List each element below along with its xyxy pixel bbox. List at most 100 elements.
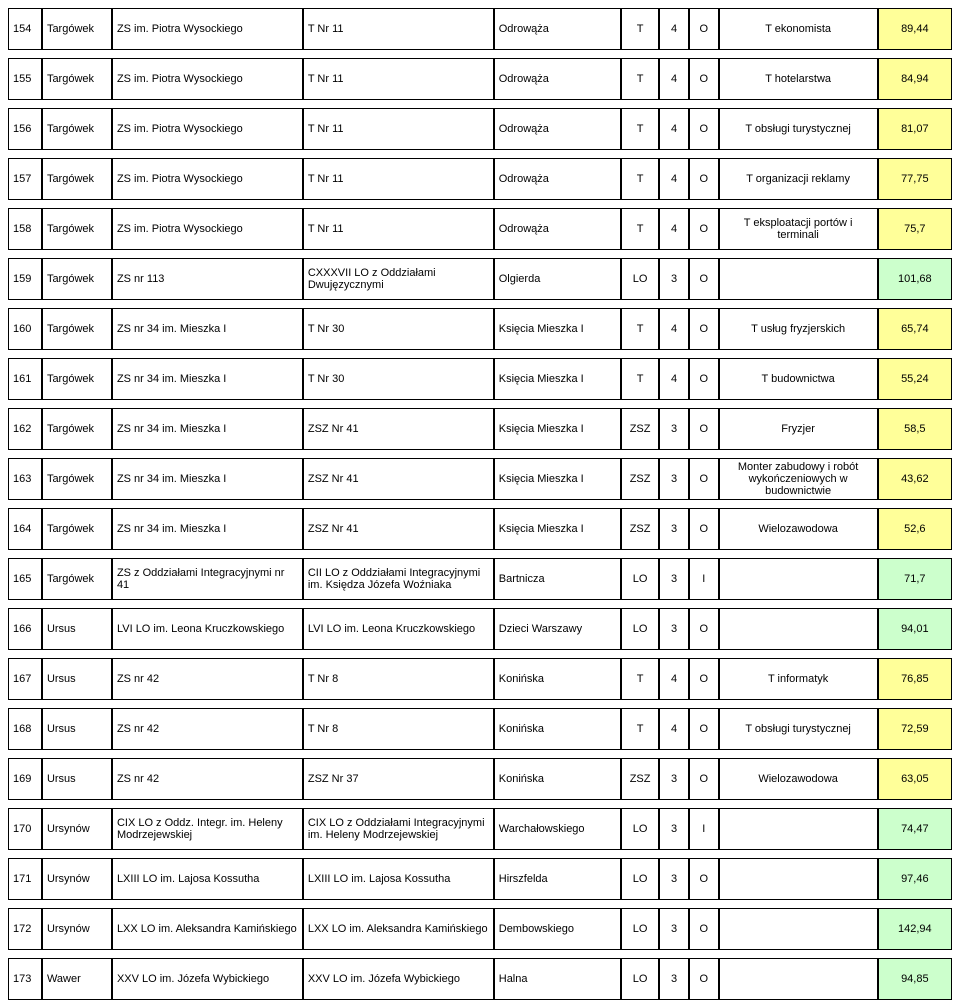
unit: T Nr 11 bbox=[303, 8, 494, 50]
mode: O bbox=[689, 958, 719, 1000]
unit: T Nr 30 bbox=[303, 358, 494, 400]
street: Odrowąża bbox=[494, 8, 621, 50]
district: Targówek bbox=[42, 458, 112, 500]
years: 3 bbox=[659, 508, 689, 550]
unit: LVI LO im. Leona Kruczkowskiego bbox=[303, 608, 494, 650]
school-type: T bbox=[621, 658, 659, 700]
mode: O bbox=[689, 58, 719, 100]
profile: T organizacji reklamy bbox=[719, 158, 878, 200]
years: 4 bbox=[659, 158, 689, 200]
row-number: 166 bbox=[8, 608, 42, 650]
table-row: 171UrsynówLXIII LO im. Lajosa KossuthaLX… bbox=[8, 858, 952, 900]
unit: ZSZ Nr 37 bbox=[303, 758, 494, 800]
district: Targówek bbox=[42, 108, 112, 150]
unit: T Nr 11 bbox=[303, 208, 494, 250]
score: 142,94 bbox=[878, 908, 952, 950]
district: Targówek bbox=[42, 258, 112, 300]
profile bbox=[719, 858, 878, 900]
profile: Monter zabudowy i robót wykończeniowych … bbox=[719, 458, 878, 500]
district: Targówek bbox=[42, 8, 112, 50]
row-spacer bbox=[8, 550, 952, 558]
profile bbox=[719, 608, 878, 650]
years: 3 bbox=[659, 858, 689, 900]
row-number: 168 bbox=[8, 708, 42, 750]
profile: Fryzjer bbox=[719, 408, 878, 450]
school-type: LO bbox=[621, 808, 659, 850]
years: 4 bbox=[659, 208, 689, 250]
school: ZS im. Piotra Wysockiego bbox=[112, 208, 303, 250]
street: Księcia Mieszka I bbox=[494, 308, 621, 350]
mode: O bbox=[689, 8, 719, 50]
table-row: 172UrsynówLXX LO im. Aleksandra Kamiński… bbox=[8, 908, 952, 950]
profile bbox=[719, 908, 878, 950]
mode: O bbox=[689, 258, 719, 300]
unit: T Nr 11 bbox=[303, 158, 494, 200]
district: Targówek bbox=[42, 58, 112, 100]
profile: T usług fryzjerskich bbox=[719, 308, 878, 350]
profile: T ekonomista bbox=[719, 8, 878, 50]
score: 77,75 bbox=[878, 158, 952, 200]
profile bbox=[719, 258, 878, 300]
unit: XXV LO im. Józefa Wybickiego bbox=[303, 958, 494, 1000]
table-row: 169UrsusZS nr 42ZSZ Nr 37KonińskaZSZ3OWi… bbox=[8, 758, 952, 800]
score: 81,07 bbox=[878, 108, 952, 150]
street: Odrowąża bbox=[494, 108, 621, 150]
years: 3 bbox=[659, 808, 689, 850]
row-number: 171 bbox=[8, 858, 42, 900]
row-spacer bbox=[8, 500, 952, 508]
table-row: 170UrsynówCIX LO z Oddz. Integr. im. Hel… bbox=[8, 808, 952, 850]
row-number: 169 bbox=[8, 758, 42, 800]
row-spacer bbox=[8, 950, 952, 958]
score: 89,44 bbox=[878, 8, 952, 50]
district: Wawer bbox=[42, 958, 112, 1000]
unit: T Nr 11 bbox=[303, 58, 494, 100]
school: ZS z Oddziałami Integracyjnymi nr 41 bbox=[112, 558, 303, 600]
table-row: 168UrsusZS nr 42T Nr 8KonińskaT4OT obsłu… bbox=[8, 708, 952, 750]
row-number: 155 bbox=[8, 58, 42, 100]
mode: O bbox=[689, 358, 719, 400]
score: 63,05 bbox=[878, 758, 952, 800]
years: 3 bbox=[659, 958, 689, 1000]
street: Olgierda bbox=[494, 258, 621, 300]
table-row: 154TargówekZS im. Piotra WysockiegoT Nr … bbox=[8, 8, 952, 50]
street: Konińska bbox=[494, 708, 621, 750]
row-number: 160 bbox=[8, 308, 42, 350]
years: 4 bbox=[659, 8, 689, 50]
school: ZS nr 42 bbox=[112, 658, 303, 700]
street: Konińska bbox=[494, 758, 621, 800]
score: 84,94 bbox=[878, 58, 952, 100]
street: Bartnicza bbox=[494, 558, 621, 600]
years: 3 bbox=[659, 258, 689, 300]
unit: CIX LO z Oddziałami Integracyjnymi im. H… bbox=[303, 808, 494, 850]
mode: O bbox=[689, 908, 719, 950]
row-spacer bbox=[8, 200, 952, 208]
school: ZS nr 34 im. Mieszka I bbox=[112, 458, 303, 500]
score: 71,7 bbox=[878, 558, 952, 600]
district: Targówek bbox=[42, 358, 112, 400]
school: LXX LO im. Aleksandra Kamińskiego bbox=[112, 908, 303, 950]
profile: T budownictwa bbox=[719, 358, 878, 400]
years: 4 bbox=[659, 708, 689, 750]
years: 3 bbox=[659, 458, 689, 500]
district: Ursynów bbox=[42, 858, 112, 900]
mode: O bbox=[689, 758, 719, 800]
table-row: 162TargówekZS nr 34 im. Mieszka IZSZ Nr … bbox=[8, 408, 952, 450]
school: ZS im. Piotra Wysockiego bbox=[112, 108, 303, 150]
row-number: 161 bbox=[8, 358, 42, 400]
score: 74,47 bbox=[878, 808, 952, 850]
district: Targówek bbox=[42, 508, 112, 550]
score: 55,24 bbox=[878, 358, 952, 400]
years: 3 bbox=[659, 908, 689, 950]
years: 3 bbox=[659, 608, 689, 650]
table-row: 160TargówekZS nr 34 im. Mieszka IT Nr 30… bbox=[8, 308, 952, 350]
page-container: 154TargówekZS im. Piotra WysockiegoT Nr … bbox=[0, 0, 960, 1008]
unit: CXXXVII LO z Oddziałami Dwujęzycznymi bbox=[303, 258, 494, 300]
school: XXV LO im. Józefa Wybickiego bbox=[112, 958, 303, 1000]
district: Ursus bbox=[42, 758, 112, 800]
school-type: T bbox=[621, 58, 659, 100]
school-type: T bbox=[621, 358, 659, 400]
profile: T informatyk bbox=[719, 658, 878, 700]
unit: LXIII LO im. Lajosa Kossutha bbox=[303, 858, 494, 900]
school: ZS nr 34 im. Mieszka I bbox=[112, 508, 303, 550]
school: ZS im. Piotra Wysockiego bbox=[112, 158, 303, 200]
